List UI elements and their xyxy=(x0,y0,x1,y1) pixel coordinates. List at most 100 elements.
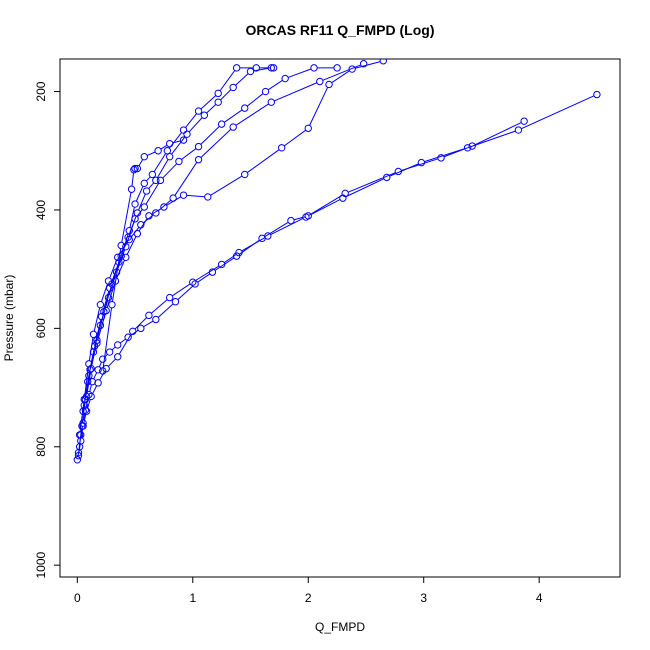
series-segment xyxy=(80,429,84,438)
y-tick-label: 800 xyxy=(34,436,48,456)
series-segment xyxy=(172,283,191,297)
data-point xyxy=(179,126,188,134)
series-segment xyxy=(470,130,516,148)
data-point xyxy=(131,200,139,208)
y-tick-label: 600 xyxy=(34,318,48,338)
data-point xyxy=(94,379,102,387)
data-point xyxy=(73,456,82,464)
data-point xyxy=(93,336,101,344)
y-tick-label: 400 xyxy=(34,200,48,220)
series-segment xyxy=(331,70,350,84)
data-point xyxy=(217,120,226,128)
series-segment xyxy=(83,414,87,424)
data-point xyxy=(127,185,136,193)
data-point xyxy=(156,176,165,185)
data-point xyxy=(325,80,333,89)
data-point xyxy=(89,330,98,338)
series-segment xyxy=(195,265,220,281)
data-point xyxy=(437,154,445,162)
data-point xyxy=(261,87,270,96)
data-point xyxy=(99,355,107,363)
series-segment xyxy=(521,95,595,130)
series-segment xyxy=(168,132,182,149)
series-segment xyxy=(89,384,92,392)
data-point xyxy=(78,422,86,430)
series-segment xyxy=(101,291,110,314)
data-point xyxy=(114,341,122,349)
series-segment xyxy=(443,146,470,158)
data-point xyxy=(99,367,107,375)
series-6 xyxy=(80,64,275,410)
series-segment xyxy=(148,182,155,189)
data-point xyxy=(179,191,188,199)
series-segment xyxy=(121,192,132,243)
data-point xyxy=(160,203,168,211)
series-segment xyxy=(355,61,381,69)
series-segment xyxy=(274,82,318,102)
data-point xyxy=(241,104,249,112)
x-tick-label: 0 xyxy=(74,591,81,605)
data-point xyxy=(142,187,151,195)
data-point xyxy=(204,193,212,201)
series-segment xyxy=(345,178,385,198)
y-tick-label: 200 xyxy=(34,81,48,101)
series-segment xyxy=(235,103,269,126)
series-segment xyxy=(118,333,132,355)
data-point xyxy=(169,194,177,202)
data-point xyxy=(183,130,191,138)
series-segment xyxy=(87,399,91,409)
series-segment xyxy=(147,151,156,156)
data-point xyxy=(87,364,95,373)
data-point xyxy=(137,221,145,229)
series-segment xyxy=(287,68,312,78)
series-segment xyxy=(104,286,112,309)
data-point xyxy=(302,213,310,221)
data-point xyxy=(85,372,93,380)
series-segment xyxy=(474,122,522,146)
data-point xyxy=(194,155,203,164)
data-point xyxy=(463,144,472,152)
series-segment xyxy=(247,149,280,173)
series-segment xyxy=(200,125,220,145)
series-segment xyxy=(93,307,101,332)
data-point xyxy=(304,124,312,132)
data-point xyxy=(140,179,148,188)
chart-title: ORCAS RF11 Q_FMPD (Log) xyxy=(245,22,434,38)
y-tick-label: 1000 xyxy=(34,551,48,578)
series-segment xyxy=(200,95,217,110)
data-point xyxy=(232,64,241,72)
data-point xyxy=(348,65,356,73)
series-segment xyxy=(130,226,140,238)
series-segment xyxy=(424,148,465,163)
data-point xyxy=(80,401,88,410)
series-segment xyxy=(98,361,102,368)
series-segment xyxy=(162,163,178,179)
data-point xyxy=(94,366,102,374)
data-point xyxy=(191,280,199,288)
x-tick-label: 2 xyxy=(305,591,312,605)
series-segment xyxy=(143,320,154,328)
data-point xyxy=(229,83,237,92)
series-segment xyxy=(143,214,154,224)
data-point xyxy=(171,298,180,306)
data-point xyxy=(264,232,272,240)
series-segment xyxy=(102,307,113,368)
data-point xyxy=(229,123,237,131)
x-tick-label: 3 xyxy=(420,591,427,605)
series-segment xyxy=(219,70,236,92)
series-segment xyxy=(241,237,266,252)
series-segment xyxy=(177,285,194,300)
data-point xyxy=(316,77,324,86)
series-segment xyxy=(84,366,89,397)
data-point xyxy=(277,144,286,152)
data-point xyxy=(333,64,341,72)
series-segment xyxy=(223,109,243,123)
series-7 xyxy=(82,64,278,401)
data-point xyxy=(82,392,91,401)
data-point xyxy=(287,216,295,225)
data-point xyxy=(122,253,130,262)
data-point xyxy=(154,147,162,155)
series-5 xyxy=(79,64,341,415)
plot-frame xyxy=(59,58,621,578)
series-segment xyxy=(99,371,106,381)
